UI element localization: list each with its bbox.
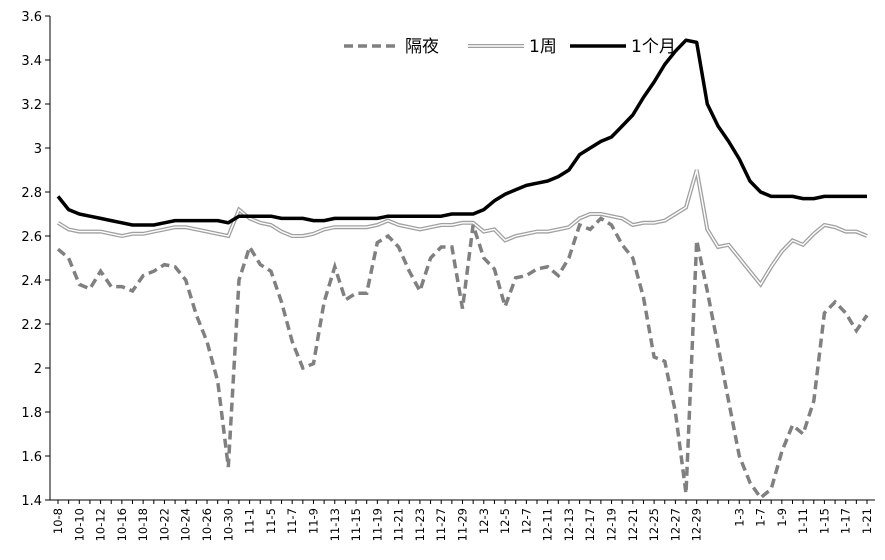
x-tick-label: 11-27 bbox=[434, 508, 448, 541]
x-tick-label: 1-17 bbox=[839, 508, 853, 534]
x-tick-label: 10-8 bbox=[51, 508, 65, 534]
y-axis-ticks: 1.4 1.6 1.8 2 2.2 2.4 2.6 2.8 3 3.2 3.4 3.6 bbox=[21, 10, 50, 509]
y-tick-label: 2.8 bbox=[21, 186, 42, 201]
x-tick-label: 12-11 bbox=[541, 508, 555, 541]
legend-overnight: 隔夜 bbox=[344, 37, 439, 57]
x-tick-label: 10-22 bbox=[157, 508, 171, 541]
x-tick-label: 10-12 bbox=[94, 508, 108, 541]
series-1-week bbox=[56, 169, 868, 288]
x-tick-label: 12-25 bbox=[647, 508, 661, 541]
x-tick-label: 11-5 bbox=[264, 508, 278, 534]
x-tick-label: 12-29 bbox=[690, 508, 704, 541]
x-tick-label: 11-23 bbox=[413, 508, 427, 541]
y-tick-label: 3.6 bbox=[21, 10, 42, 25]
legend-1-month: 1个月 bbox=[570, 37, 676, 57]
y-tick-label: 2.4 bbox=[21, 274, 42, 289]
chart-axes bbox=[49, 16, 875, 501]
series-1-month-line bbox=[56, 38, 867, 227]
legend-1-week: 1周 bbox=[468, 37, 557, 57]
y-tick-label: 1.6 bbox=[21, 450, 42, 465]
x-tick-label: 11-29 bbox=[456, 508, 470, 541]
x-tick-label: 11-1 bbox=[243, 508, 257, 534]
x-tick-label: 11-13 bbox=[328, 508, 342, 541]
x-tick-label: 1-7 bbox=[754, 508, 768, 527]
y-tick-label: 2.2 bbox=[21, 318, 42, 333]
x-tick-label: 11-21 bbox=[392, 508, 406, 541]
x-tick-label: 1-3 bbox=[732, 508, 746, 527]
series-1-week-line-inner bbox=[57, 169, 868, 286]
x-tick-label: 10-10 bbox=[72, 508, 86, 541]
x-tick-label: 12-5 bbox=[498, 508, 512, 534]
x-tick-label: 11-9 bbox=[306, 508, 320, 534]
y-tick-label: 1.8 bbox=[21, 406, 42, 421]
x-tick-label: 12-17 bbox=[583, 508, 597, 541]
y-tick-label: 3 bbox=[34, 142, 42, 157]
legend-1-month-label: 1个月 bbox=[631, 37, 676, 57]
x-tick-label: 12-13 bbox=[562, 508, 576, 541]
x-tick-label: 11-19 bbox=[370, 508, 384, 541]
x-tick-label: 1-11 bbox=[796, 508, 810, 534]
x-tick-label: 1-15 bbox=[817, 508, 831, 534]
x-tick-label: 1-9 bbox=[775, 508, 789, 527]
x-tick-label: 11-7 bbox=[285, 508, 299, 534]
x-axis-ticks: 10-8 10-10 10-12 10-16 10-18 10-22 10-24 10-26 1… bbox=[51, 500, 874, 541]
chart-legend: 隔夜 1周 1个月 bbox=[344, 37, 676, 57]
x-tick-label: 10-18 bbox=[136, 508, 150, 541]
x-tick-label: 12-19 bbox=[605, 508, 619, 541]
series-1-month bbox=[56, 38, 867, 227]
y-tick-label: 1.4 bbox=[21, 494, 42, 509]
x-tick-label: 10-30 bbox=[221, 508, 235, 541]
y-tick-label: 2 bbox=[34, 362, 42, 377]
chart-series bbox=[56, 38, 869, 501]
x-tick-label: 10-16 bbox=[115, 508, 129, 541]
x-tick-label: 12-27 bbox=[668, 508, 682, 541]
x-tick-label: 12-3 bbox=[477, 508, 491, 534]
x-tick-label: 10-26 bbox=[200, 508, 214, 541]
series-overnight bbox=[56, 216, 869, 501]
legend-overnight-label: 隔夜 bbox=[405, 37, 439, 57]
y-tick-label: 3.2 bbox=[21, 98, 42, 113]
y-tick-label: 3.4 bbox=[21, 54, 42, 69]
legend-1-week-label: 1周 bbox=[529, 37, 557, 57]
y-tick-label: 2.6 bbox=[21, 230, 42, 245]
x-tick-label: 10-24 bbox=[179, 508, 193, 541]
x-tick-label: 12-21 bbox=[626, 508, 640, 541]
x-tick-label: 1-21 bbox=[860, 508, 874, 534]
x-tick-label: 12-7 bbox=[519, 508, 533, 534]
x-tick-label: 11-15 bbox=[349, 508, 363, 541]
series-overnight-line bbox=[56, 216, 869, 501]
